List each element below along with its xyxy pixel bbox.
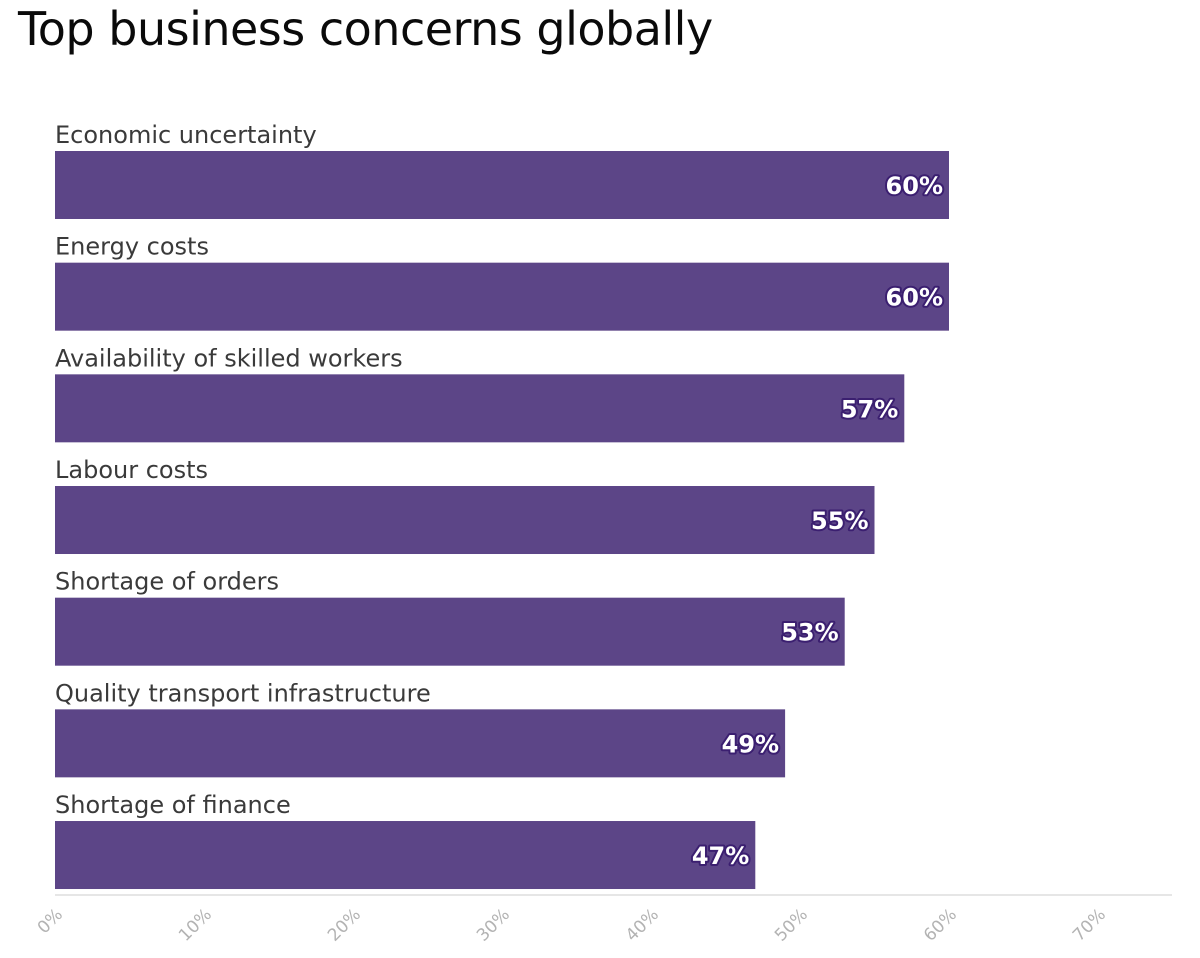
bar-value-label: 60% <box>886 284 943 312</box>
category-label: Labour costs <box>55 456 208 484</box>
chart-title: Top business concerns globally <box>18 2 713 56</box>
x-tick-label: 20% <box>324 905 365 946</box>
bar-value-label: 55% <box>811 507 868 535</box>
x-tick-label: 50% <box>771 905 812 946</box>
bar <box>55 821 756 890</box>
bar <box>55 262 949 331</box>
category-label: Economic uncertainty <box>55 121 317 149</box>
x-tick-label: 70% <box>1069 905 1110 946</box>
x-tick-label: 30% <box>473 905 514 946</box>
bar-value-label: 57% <box>841 395 898 423</box>
x-tick-label: 40% <box>622 905 663 946</box>
x-tick-label: 0% <box>34 905 67 938</box>
bar-value-label: 60% <box>886 172 943 200</box>
x-tick-label: 60% <box>920 905 961 946</box>
bar-value-label: 49% <box>722 730 779 758</box>
bar-value-label: 53% <box>781 619 838 647</box>
bar-value-label: 47% <box>692 842 749 870</box>
bar <box>55 374 905 443</box>
bar <box>55 709 786 778</box>
category-label: Availability of skilled workers <box>55 344 403 372</box>
bar <box>55 597 845 666</box>
bar <box>55 486 875 555</box>
category-label: Shortage of orders <box>55 568 279 596</box>
category-label: Quality transport infrastructure <box>55 679 431 707</box>
bar <box>55 151 949 219</box>
x-tick-label: 10% <box>175 905 216 946</box>
category-label: Energy costs <box>55 233 209 261</box>
category-label: Shortage of finance <box>55 791 291 819</box>
